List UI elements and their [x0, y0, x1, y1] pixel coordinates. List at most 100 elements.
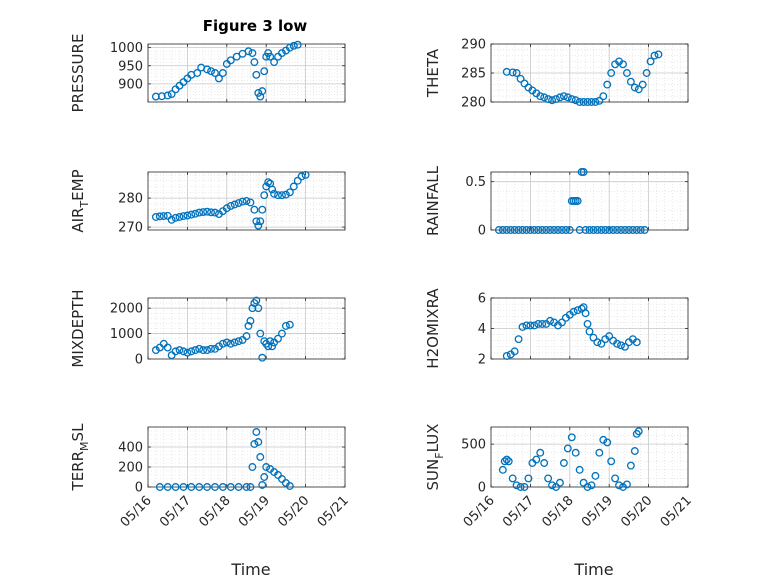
data-point: [278, 329, 286, 338]
data-point: [195, 344, 204, 353]
data-point: [246, 483, 255, 491]
y-tick-label: 400: [118, 441, 143, 456]
data-point: [561, 226, 570, 234]
data-point: [514, 335, 523, 344]
data-point: [502, 352, 511, 360]
data-point: [244, 322, 253, 330]
data-point: [552, 483, 560, 491]
data-point: [550, 226, 558, 234]
data-point: [226, 201, 235, 210]
data-point: [207, 208, 215, 217]
data-point: [583, 319, 592, 328]
data-point: [508, 68, 517, 77]
data-point: [601, 226, 610, 234]
y-tick-label: 270: [118, 221, 143, 236]
data-point: [575, 98, 584, 106]
y-tick-label: 0: [478, 481, 486, 496]
data-point: [583, 98, 592, 106]
data-point: [538, 226, 547, 234]
data-point: [250, 58, 259, 67]
data-point: [583, 483, 592, 491]
data-point: [498, 465, 507, 474]
data-point: [536, 448, 545, 457]
data-point: [163, 91, 172, 100]
data-point: [264, 342, 273, 351]
data-point: [163, 483, 172, 491]
data-point: [151, 346, 160, 355]
data-point: [234, 337, 243, 346]
data-point: [532, 455, 541, 464]
data-point: [289, 182, 298, 191]
panel-theta: 280 285 290 THETA: [424, 38, 689, 111]
data-point: [650, 51, 659, 60]
y-tick-label: 4: [478, 322, 486, 337]
y-tick-label: 1000: [110, 327, 143, 342]
data-point: [573, 306, 582, 315]
series-air-temp: [151, 170, 310, 230]
data-point: [654, 50, 663, 59]
data-point: [214, 342, 223, 351]
data-point: [581, 309, 590, 318]
data-point: [285, 482, 294, 490]
data-point: [226, 339, 235, 348]
y-tick-label: 2000: [110, 302, 143, 317]
data-point: [293, 40, 302, 49]
data-point: [526, 226, 535, 234]
y-tick-label: 280: [118, 192, 143, 207]
data-point: [546, 316, 555, 325]
data-point: [193, 69, 202, 77]
data-point: [195, 483, 204, 491]
data-point: [621, 342, 629, 351]
data-point: [587, 481, 596, 490]
data-point: [278, 49, 286, 58]
data-point: [630, 447, 639, 455]
data-point: [281, 322, 290, 330]
data-point: [293, 176, 302, 185]
data-point: [581, 226, 590, 234]
data-point: [254, 304, 263, 313]
data-point: [301, 170, 310, 179]
data-point: [214, 74, 223, 83]
y-tick-label: 200: [118, 461, 143, 476]
y-axis-label-air-temp: AIRTEMP: [69, 169, 91, 232]
data-point: [504, 457, 513, 466]
y-tick-label: 900: [118, 77, 143, 92]
data-point: [640, 226, 649, 234]
data-point: [211, 344, 219, 353]
data-point: [599, 435, 608, 444]
data-point: [191, 346, 200, 355]
data-point: [502, 455, 511, 464]
data-point: [556, 478, 564, 487]
data-point: [593, 226, 602, 234]
data-point: [536, 92, 545, 101]
data-point: [258, 481, 267, 489]
data-point: [268, 342, 277, 351]
data-point: [589, 333, 598, 342]
data-point: [494, 226, 503, 234]
plot-area-sun-flux: [491, 427, 688, 487]
data-point: [542, 226, 551, 234]
data-point: [254, 221, 263, 230]
data-point: [591, 98, 600, 106]
data-point: [183, 211, 192, 220]
data-point: [256, 453, 265, 461]
data-point: [510, 226, 519, 234]
data-point: [544, 95, 553, 104]
data-point: [626, 461, 635, 470]
data-point: [595, 448, 604, 457]
data-point: [285, 43, 294, 52]
data-point: [203, 346, 212, 355]
data-point: [591, 471, 600, 480]
data-point: [552, 95, 560, 104]
data-point: [548, 481, 557, 490]
data-point: [297, 172, 306, 181]
data-point: [619, 60, 627, 69]
data-point: [258, 87, 267, 96]
data-point: [556, 93, 564, 102]
data-point: [557, 318, 566, 327]
data-point: [175, 346, 184, 355]
data-point: [530, 226, 539, 234]
data-point: [557, 226, 566, 234]
plot-area-rainfall: [491, 172, 688, 230]
data-point: [151, 92, 160, 101]
